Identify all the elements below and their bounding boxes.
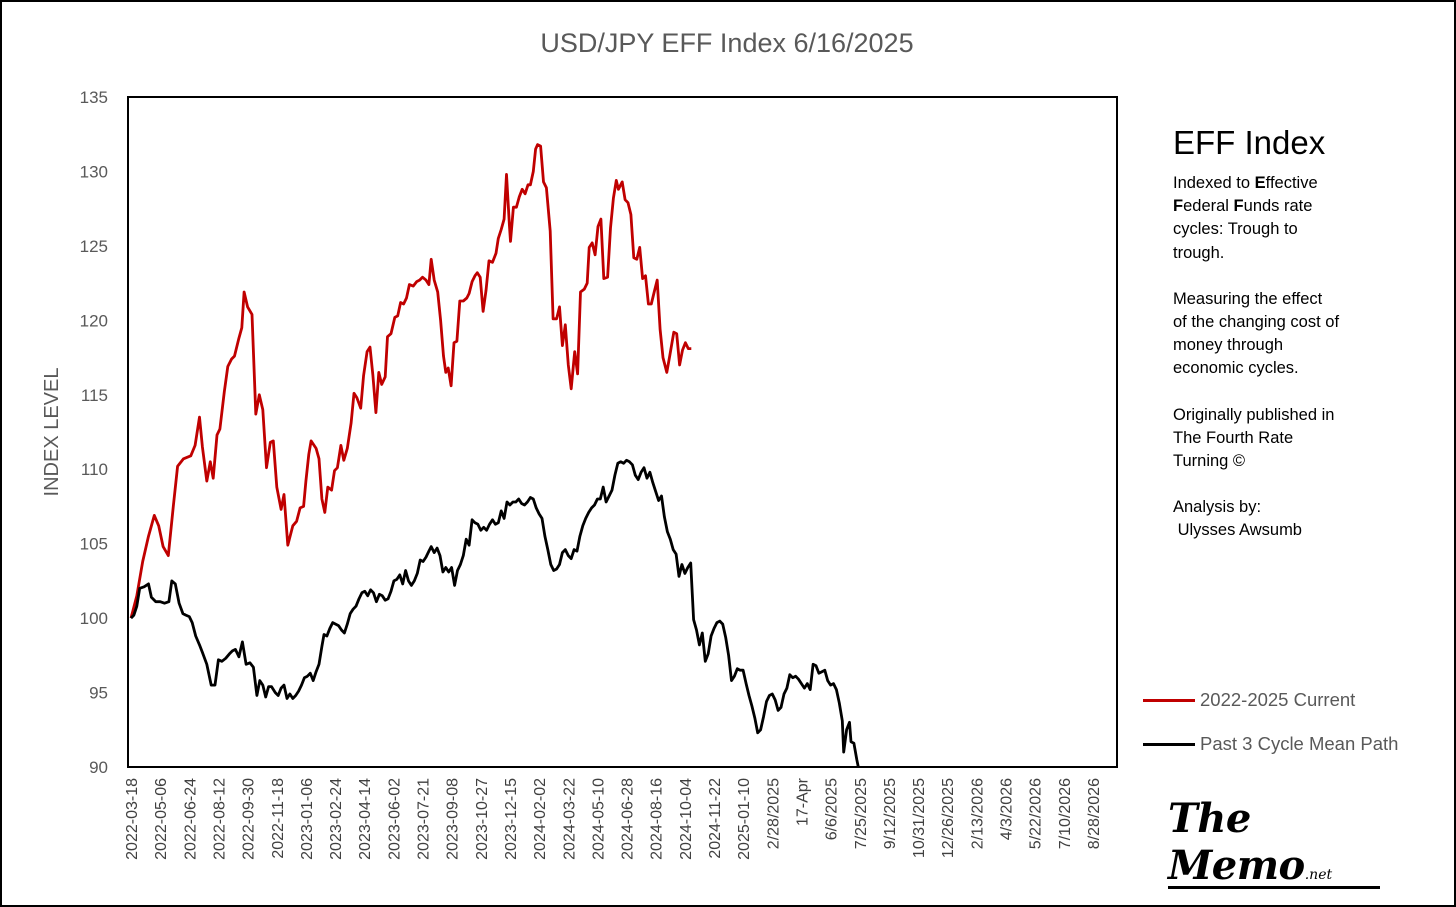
x-tick-label: 17-Apr [794, 777, 811, 826]
info-panel: EFF Index Indexed to Effective Federal F… [1173, 124, 1423, 543]
x-tick-label: 9/12/2025 [882, 778, 899, 849]
info-line: Measuring the effect [1173, 289, 1323, 308]
info-line: The Fourth Rate [1173, 428, 1294, 447]
series-line-mean-path [129, 458, 860, 768]
x-tick-label: 8/28/2026 [1086, 778, 1103, 849]
x-tick-label: 2024-02-02 [532, 778, 549, 860]
x-tick-label: 7/10/2026 [1057, 778, 1074, 849]
x-tick-label: 7/25/2025 [853, 778, 870, 849]
y-tick-label: 125 [80, 237, 108, 256]
the-memo-logo: The Memo.net [1168, 795, 1383, 889]
info-line: economic cycles. [1173, 359, 1299, 378]
y-tick-labels: 90 95 100 105 110 115 120 125 130 135 [80, 88, 108, 777]
chart-title: USD/JPY EFF Index 6/16/2025 [540, 28, 913, 58]
x-tick-label: 2023-12-15 [503, 778, 520, 860]
info-line: Ulysses Awsumb [1173, 521, 1302, 540]
y-tick-label: 130 [80, 162, 108, 181]
info-text: Indexed to [1173, 174, 1255, 192]
legend-label-current: 2022-2025 Current [1200, 689, 1356, 710]
logo-underline [1168, 886, 1380, 889]
x-tick-label: 2024-05-10 [590, 778, 607, 860]
info-spacer [1173, 473, 1423, 496]
y-axis-label: INDEX LEVEL [41, 368, 63, 497]
y-tick-label: 110 [81, 460, 108, 479]
x-tick-label: 2/13/2026 [969, 778, 986, 849]
x-tick-label: 2022-11-18 [270, 778, 287, 859]
x-tick-label: 12/26/2025 [940, 778, 957, 858]
legend-item-current: 2022-2025 Current [1143, 688, 1355, 712]
x-tick-label: 2023-10-27 [474, 778, 491, 860]
x-tick-label: 2022-05-06 [153, 778, 170, 860]
info-line: Analysis by: [1173, 498, 1262, 517]
x-tick-label: 2024-10-04 [678, 778, 695, 860]
info-text: ffective [1265, 174, 1318, 192]
x-tick-label: 5/22/2026 [1028, 778, 1045, 849]
info-text: unds rate [1243, 197, 1313, 216]
y-tick-label: 135 [80, 88, 108, 107]
legend-label-mean-path: Past 3 Cycle Mean Path [1200, 733, 1399, 754]
x-tick-label: 2022-06-24 [182, 778, 199, 860]
info-spacer [1173, 381, 1423, 404]
x-tick-label: 2022-03-18 [124, 778, 141, 860]
x-tick-label: 2022-08-12 [211, 778, 228, 860]
x-tick-label: 2023-07-21 [416, 778, 433, 860]
x-tick-label: 2024-08-16 [649, 778, 666, 860]
x-tick-labels: 2022-03-18 2022-05-06 2022-06-24 2022-08-12… [124, 777, 1103, 860]
info-line: money through [1173, 336, 1284, 355]
info-line: Turning © [1173, 452, 1246, 471]
info-bold-letter: F [1233, 197, 1244, 216]
x-tick-label: 2025-01-10 [736, 778, 753, 860]
info-line: cycles: Trough to [1173, 220, 1298, 239]
plot-area [127, 96, 1118, 768]
series-line-current [129, 143, 692, 619]
x-tick-label: 2023-01-06 [299, 778, 316, 860]
legend-item-mean-path: Past 3 Cycle Mean Path [1143, 732, 1398, 756]
x-tick-label: 10/31/2025 [911, 778, 928, 858]
logo-suffix: .net [1304, 867, 1333, 883]
x-tick-label: 2022-09-30 [241, 778, 258, 860]
info-spacer [1173, 265, 1423, 288]
info-line: Federal Funds rate [1173, 195, 1423, 218]
info-panel-title: EFF Index [1173, 124, 1326, 161]
info-bold-letter: E [1254, 174, 1266, 192]
series-layer [129, 143, 860, 768]
y-tick-label: 115 [81, 386, 108, 405]
y-tick-label: 95 [89, 684, 108, 703]
legend-swatch-current [1143, 698, 1195, 702]
x-tick-label: 2024-11-22 [707, 778, 724, 859]
x-tick-label: 6/6/2025 [824, 778, 841, 840]
x-tick-label: 2023-06-02 [386, 778, 403, 860]
info-line: of the changing cost of [1173, 313, 1340, 332]
info-line: Originally published in [1173, 405, 1335, 424]
info-bold-letter: F [1173, 197, 1184, 216]
x-tick-label: 4/3/2026 [999, 778, 1016, 840]
y-tick-label: 100 [80, 609, 108, 628]
y-tick-label: 105 [80, 535, 108, 554]
x-tick-label: 2023-04-14 [357, 778, 374, 860]
logo-text: The Memo [1168, 795, 1305, 889]
legend-swatch-mean-path [1143, 742, 1195, 746]
x-tick-label: 2023-02-24 [328, 778, 345, 860]
info-line: Indexed to Effective [1173, 172, 1423, 195]
y-tick-label: 120 [80, 311, 108, 330]
x-tick-label: 2024-06-28 [620, 778, 637, 860]
info-text: ederal [1183, 197, 1234, 216]
x-tick-label: 2023-09-08 [445, 778, 462, 860]
y-tick-label: 90 [89, 758, 108, 777]
info-line: trough. [1173, 243, 1225, 262]
x-tick-label: 2024-03-22 [561, 778, 578, 860]
x-tick-label: 2/28/2025 [765, 778, 782, 849]
